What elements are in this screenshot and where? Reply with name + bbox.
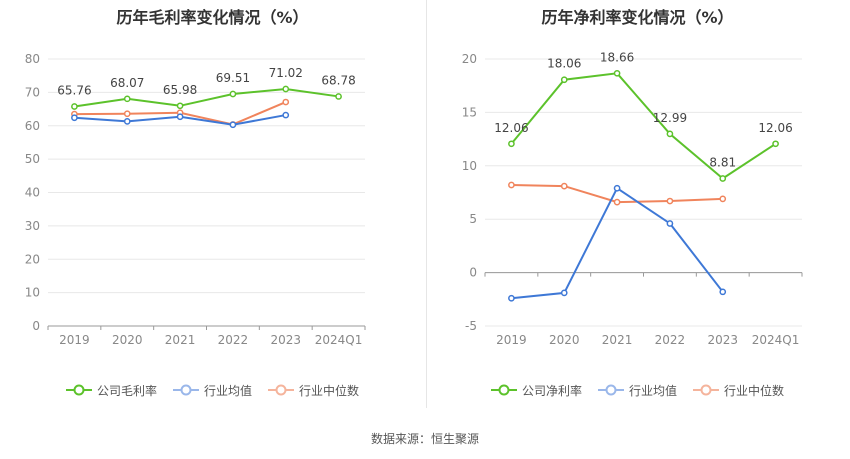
- x-tick-label: 2020: [112, 333, 143, 347]
- legend-item-industry-median[interactable]: 行业中位数: [268, 380, 359, 400]
- x-tick-label: 2021: [165, 333, 196, 347]
- y-tick-label: 30: [25, 219, 40, 233]
- data-point-industry-avg: [123, 118, 131, 125]
- legend-line-icon: [268, 384, 294, 396]
- legend-line-icon: [65, 384, 92, 396]
- data-label: 69.51: [216, 71, 250, 85]
- y-tick-label: 60: [25, 119, 40, 133]
- data-point-company: [613, 69, 621, 77]
- data-point-company: [508, 140, 515, 148]
- data-point-industry-avg: [719, 288, 727, 296]
- x-tick-label: 2021: [602, 333, 633, 347]
- data-point-industry-avg: [282, 111, 290, 119]
- net-margin-title: 历年净利率变化情况（%）: [541, 8, 734, 27]
- data-point-industry-median: [282, 98, 290, 106]
- x-tick-label: 2020: [549, 333, 580, 347]
- data-label: 12.06: [494, 121, 528, 135]
- data-source: 数据来源：恒生聚源: [370, 432, 479, 446]
- data-point-industry-avg: [229, 121, 237, 129]
- data-label: 12.99: [653, 111, 687, 125]
- y-tick-label: 10: [462, 159, 477, 173]
- data-point-industry-median: [666, 197, 674, 205]
- gross-margin-legend: 公司毛利率 行业均值 行业中位数: [0, 380, 425, 400]
- net-margin-chart: -5 0 5 10 15 20 2019 2020 2021 2022 2023 2024Q1 12.0…: [462, 50, 803, 347]
- panel-divider: [426, 0, 427, 408]
- x-tick-label: 2024Q1: [752, 333, 800, 347]
- y-tick-label: 50: [25, 152, 40, 166]
- x-tick-label: 2019: [496, 333, 527, 347]
- data-point-company: [719, 175, 727, 182]
- data-point-company: [772, 140, 779, 148]
- data-label: 68.07: [110, 76, 144, 90]
- series-line-company: [74, 87, 339, 108]
- y-tick-label: 20: [25, 252, 40, 266]
- data-point-industry-median: [613, 198, 621, 206]
- y-tick-label: 15: [462, 105, 477, 119]
- data-point-company: [176, 102, 184, 110]
- data-point-industry-median: [560, 182, 568, 190]
- legend-item-industry-avg[interactable]: 行业均值: [172, 380, 252, 400]
- legend-label: 公司毛利率: [96, 383, 157, 398]
- data-label: 71.02: [269, 66, 303, 80]
- y-tick-label: 40: [25, 186, 40, 200]
- legend-label: 行业均值: [628, 383, 677, 398]
- x-tick-label: 2022: [218, 333, 249, 347]
- legend-label: 行业中位数: [724, 383, 785, 398]
- data-point-industry-avg: [666, 220, 674, 227]
- data-point-industry-median: [123, 110, 131, 118]
- gross-margin-panel: 历年毛利率变化情况（%） 0 10 20 30 40 50 60 70 80 2019 2020 20…: [0, 0, 425, 410]
- legend-item-company[interactable]: 公司毛利率: [65, 380, 157, 400]
- data-point-company: [560, 76, 568, 84]
- data-point-company: [123, 95, 131, 103]
- x-tick-label: 2023: [270, 333, 301, 347]
- legend-line-icon: [490, 384, 517, 396]
- data-point-company: [71, 103, 78, 110]
- y-tick-label: 70: [25, 85, 40, 99]
- legend-label: 行业均值: [203, 383, 252, 398]
- legend-label: 行业中位数: [299, 383, 360, 398]
- y-tick-label: 20: [462, 52, 477, 66]
- data-point-company: [335, 93, 342, 100]
- legend-label: 公司净利率: [521, 383, 582, 398]
- x-tick-label: 2023: [707, 333, 738, 347]
- data-point-industry-avg: [176, 113, 184, 121]
- legend-item-industry-avg[interactable]: 行业均值: [597, 380, 677, 400]
- x-tick-label: 2024Q1: [315, 333, 363, 347]
- legend-item-industry-median[interactable]: 行业中位数: [693, 380, 784, 400]
- data-point-industry-median: [719, 195, 727, 203]
- data-label: 65.76: [57, 84, 91, 98]
- y-tick-label: 5: [469, 212, 477, 226]
- net-margin-legend: 公司净利率 行业均值 行业中位数: [425, 380, 850, 400]
- y-tick-label: 0: [469, 266, 477, 280]
- gross-margin-chart: 0 10 20 30 40 50 60 70 80 2019 2020 2021 2022 2023 202…: [25, 52, 366, 347]
- data-point-company: [666, 130, 674, 138]
- data-point-industry-avg: [560, 289, 568, 297]
- x-tick-label: 2022: [655, 333, 686, 347]
- data-point-industry-avg: [613, 184, 621, 192]
- data-point-company: [229, 90, 237, 98]
- data-point-industry-avg: [508, 294, 515, 302]
- data-label: 65.98: [163, 83, 197, 97]
- y-tick-label: -5: [465, 319, 477, 333]
- data-point-company: [282, 85, 290, 93]
- data-label: 18.66: [600, 50, 634, 64]
- series-line-company: [510, 72, 777, 180]
- gross-margin-title: 历年毛利率变化情况（%）: [116, 8, 309, 27]
- data-point-industry-median: [508, 181, 515, 189]
- data-label: 8.81: [709, 156, 736, 170]
- legend-line-icon: [597, 384, 624, 396]
- data-point-industry-avg: [71, 114, 78, 122]
- y-tick-label: 0: [32, 319, 40, 333]
- data-label: 12.06: [758, 121, 792, 135]
- legend-line-icon: [172, 384, 199, 396]
- legend-line-icon: [693, 384, 719, 396]
- y-tick-label: 80: [25, 52, 40, 66]
- x-tick-label: 2019: [59, 333, 90, 347]
- legend-item-company[interactable]: 公司净利率: [490, 380, 582, 400]
- net-margin-panel: 历年净利率变化情况（%） -5 0 5 10 15 20 2019 2020 2021 2022 2…: [425, 0, 850, 410]
- data-label: 18.06: [547, 57, 581, 71]
- y-tick-label: 10: [25, 286, 40, 300]
- data-label: 68.78: [321, 73, 355, 87]
